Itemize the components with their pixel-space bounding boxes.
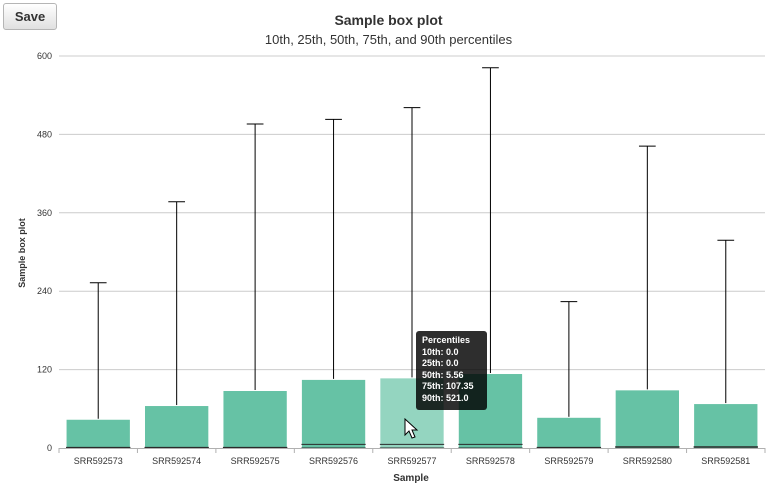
tooltip-title: Percentiles: [422, 335, 471, 345]
box-SRR592575: [222, 123, 288, 449]
box-body: [614, 389, 680, 449]
tooltip-line-10th: 10th: 0.0: [422, 346, 459, 357]
tooltip-line-90th: 90th: 521.0: [422, 392, 469, 403]
x-tick-label: SRR592576: [309, 456, 358, 466]
y-tick-label: 360: [37, 208, 52, 218]
y-tick-label: 480: [37, 129, 52, 139]
y-axis-ticks: 0 120 240 360 480 600: [37, 51, 52, 453]
y-tick-label: 0: [47, 443, 52, 453]
chart-title: Sample box plot: [334, 12, 443, 28]
tooltip-line-50th: 50th: 5.56: [422, 369, 464, 380]
y-tick-label: 120: [37, 365, 52, 375]
box-SRR592581: [693, 239, 759, 449]
x-tick-label: SRR592575: [231, 456, 280, 466]
box-SRR592576: [300, 118, 367, 449]
x-axis-ticks: SRR592573 SRR592574 SRR592575 SRR592576 SRR5…: [58, 448, 766, 466]
y-tick-label: 600: [37, 51, 52, 61]
x-axis-label: Sample: [393, 473, 429, 484]
y-tick-label: 240: [37, 286, 52, 296]
box-body: [65, 418, 131, 449]
box-body: [536, 416, 602, 449]
box-body: [144, 405, 210, 449]
chart-subtitle: 10th, 25th, 50th, 75th, and 90th percent…: [264, 32, 513, 47]
x-tick-label: SRR592580: [623, 456, 672, 466]
box-body: [222, 390, 288, 449]
x-tick-label: SRR592577: [387, 456, 436, 466]
box-SRR592574: [144, 201, 210, 449]
tooltip-line-25th: 25th: 0.0: [422, 358, 459, 368]
box-SRR592580: [614, 145, 680, 449]
percentiles-tooltip: Percentiles 10th: 0.0 25th: 0.0 50th: 5.…: [416, 331, 487, 410]
box-body: [693, 403, 759, 449]
box-series: [65, 67, 759, 449]
box-SRR592579: [536, 301, 602, 449]
y-axis-label: Sample box plot: [17, 218, 27, 288]
box-body: [300, 378, 367, 449]
box-SRR592573: [65, 282, 131, 449]
tooltip-line-75th: 75th: 107.35: [422, 381, 474, 391]
x-tick-label: SRR592581: [701, 456, 750, 466]
x-tick-label: SRR592578: [466, 456, 515, 466]
x-tick-label: SRR592574: [152, 456, 201, 466]
x-tick-label: SRR592579: [544, 456, 593, 466]
save-button[interactable]: Save: [3, 3, 57, 30]
mouse-pointer-icon: [404, 418, 419, 439]
x-tick-label: SRR592573: [74, 456, 123, 466]
